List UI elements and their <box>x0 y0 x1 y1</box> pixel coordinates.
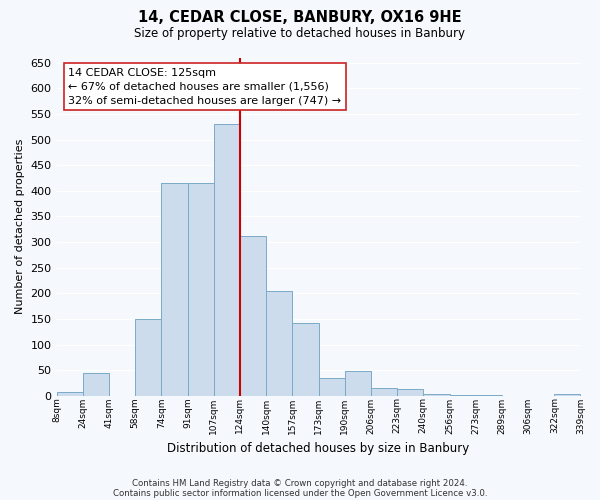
Bar <box>188 182 214 396</box>
Text: 14 CEDAR CLOSE: 125sqm
← 67% of detached houses are smaller (1,556)
32% of semi-: 14 CEDAR CLOSE: 125sqm ← 67% of detached… <box>68 68 341 106</box>
Bar <box>345 371 371 396</box>
Bar <box>319 378 345 396</box>
Bar <box>56 392 83 396</box>
Bar <box>371 388 397 396</box>
Bar <box>214 124 240 396</box>
Bar <box>292 322 319 396</box>
Text: Size of property relative to detached houses in Banbury: Size of property relative to detached ho… <box>134 28 466 40</box>
Bar <box>397 388 424 396</box>
Bar <box>424 394 449 396</box>
Text: Contains HM Land Registry data © Crown copyright and database right 2024.: Contains HM Land Registry data © Crown c… <box>132 478 468 488</box>
Bar <box>266 291 292 396</box>
Bar <box>554 394 580 396</box>
Text: 14, CEDAR CLOSE, BANBURY, OX16 9HE: 14, CEDAR CLOSE, BANBURY, OX16 9HE <box>138 10 462 25</box>
Bar <box>83 374 109 396</box>
Y-axis label: Number of detached properties: Number of detached properties <box>15 139 25 314</box>
Bar <box>135 319 161 396</box>
Bar <box>240 236 266 396</box>
Text: Contains public sector information licensed under the Open Government Licence v3: Contains public sector information licen… <box>113 488 487 498</box>
Bar <box>161 182 188 396</box>
X-axis label: Distribution of detached houses by size in Banbury: Distribution of detached houses by size … <box>167 442 470 455</box>
